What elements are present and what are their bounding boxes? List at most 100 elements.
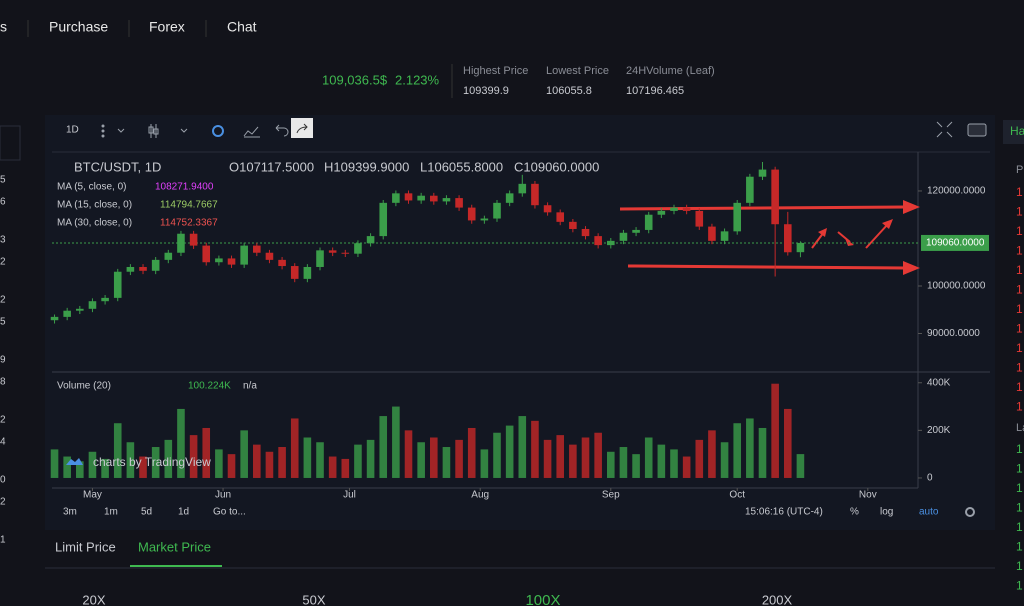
volume-bar — [657, 444, 666, 478]
leverage-option[interactable]: 100X — [525, 592, 560, 606]
volume-bar — [783, 408, 792, 478]
candle-body — [366, 236, 375, 244]
volume-bar — [442, 447, 451, 478]
candle-body — [240, 245, 248, 265]
leverage-option[interactable]: 200X — [762, 592, 793, 606]
ticker-change: 2.123% — [395, 72, 440, 87]
x-tick-label: May — [83, 490, 102, 501]
bid-price: 1 — [1016, 442, 1023, 456]
order-tab-active[interactable]: Market Price — [138, 539, 211, 554]
indicator-value: 108271.9400 — [155, 182, 214, 193]
last-price-label: 109060.0000 — [926, 238, 985, 249]
candle-body — [695, 210, 704, 227]
volume-bar — [113, 423, 122, 478]
range-button[interactable]: Go to... — [213, 507, 246, 518]
candle-body — [113, 271, 122, 298]
left-column-value: 0 — [0, 475, 6, 486]
volume-bar — [556, 435, 565, 478]
volume-bar — [632, 454, 640, 478]
candle-body — [404, 193, 413, 201]
scale-option[interactable]: log — [880, 507, 893, 518]
candle-body — [303, 266, 312, 279]
candle-body — [341, 252, 350, 254]
stat-label: Highest Price — [463, 65, 528, 77]
volume-tick-label: 200K — [927, 425, 951, 436]
candle-body — [543, 205, 552, 213]
candle-body — [63, 310, 71, 317]
symbol[interactable]: BTC/USDT, 1D — [74, 159, 161, 174]
ohlc-value: H109399.9000 — [324, 159, 409, 174]
ask-price: 1 — [1016, 185, 1023, 199]
left-column-value: 2 — [0, 257, 6, 268]
volume-bar — [695, 439, 704, 478]
candle-body — [682, 207, 691, 211]
range-button[interactable]: 1m — [104, 507, 118, 518]
scale-option[interactable]: % — [850, 507, 859, 518]
right-tab[interactable]: Ha — [1010, 124, 1024, 138]
candle-body — [328, 250, 337, 253]
order-tab[interactable]: Limit Price — [55, 539, 116, 554]
candle-body — [569, 221, 577, 229]
volume-tick-label: 400K — [927, 377, 951, 388]
interval-button[interactable]: 1D — [66, 125, 79, 136]
bid-price: 1 — [1016, 501, 1023, 515]
watermark: charts by TradingView — [93, 455, 211, 469]
y-tick-label: 90000.0000 — [927, 328, 980, 339]
volume-bar — [151, 447, 160, 478]
volume-value: 100.224K — [188, 381, 231, 392]
right-header: P — [1016, 164, 1023, 176]
candle-body — [50, 316, 59, 321]
candle-body — [316, 250, 324, 267]
volume-bar — [240, 430, 248, 478]
candle-body — [708, 226, 716, 241]
candle-body — [531, 183, 539, 206]
leverage-option[interactable]: 50X — [302, 592, 325, 606]
clock: 15:06:16 (UTC-4) — [745, 507, 823, 518]
candle-body — [417, 195, 425, 201]
candle-body — [493, 202, 501, 219]
volume-tick-label: 0 — [927, 473, 933, 484]
range-button[interactable]: 3m — [63, 507, 77, 518]
candle-body — [619, 232, 628, 241]
bid-price: 1 — [1016, 462, 1023, 476]
bid-price: 1 — [1016, 579, 1023, 593]
volume-bar — [126, 442, 135, 478]
nav-item[interactable]: Chat — [227, 19, 257, 35]
nav-item[interactable]: Purchase — [49, 19, 108, 35]
settings-icon[interactable] — [965, 507, 975, 517]
volume-bar — [392, 406, 400, 478]
volume-bar — [215, 449, 223, 478]
candle-body — [290, 266, 299, 279]
dynamic-layer: s Purchase Forex Chat 109,036.5$ 2.123% Highes… — [0, 19, 1024, 606]
ask-price: 1 — [1016, 322, 1023, 336]
bid-price: 1 — [1016, 559, 1023, 573]
scale-option[interactable]: auto — [919, 507, 939, 518]
right-tab-bg — [1003, 120, 1024, 144]
volume-bar — [505, 425, 514, 478]
leverage-option[interactable]: 20X — [82, 592, 105, 606]
candle-body — [202, 245, 211, 263]
volume-bar — [518, 416, 527, 478]
volume-bar — [404, 430, 413, 478]
candle-body — [455, 198, 463, 208]
volume-bar — [354, 444, 362, 478]
volume-bar — [581, 437, 590, 478]
nav-item[interactable]: Forex — [149, 19, 185, 35]
range-button[interactable]: 1d — [178, 507, 189, 518]
volume-title: Volume (20) — [57, 381, 111, 392]
candle-body — [594, 236, 602, 246]
left-column-value: 3 — [0, 235, 6, 246]
volume-bar — [430, 437, 438, 478]
ask-price: 1 — [1016, 302, 1023, 316]
range-button[interactable]: 5d — [141, 507, 152, 518]
left-column-value: 5 — [0, 175, 6, 186]
ask-price: 1 — [1016, 244, 1023, 258]
candle-body — [783, 224, 792, 253]
candle-body — [126, 266, 135, 272]
candle-body — [215, 258, 223, 263]
ohlc-value: C109060.0000 — [514, 159, 599, 174]
candle-body — [670, 207, 678, 211]
left-column-value: 2 — [0, 415, 6, 426]
candle-body — [442, 198, 451, 202]
volume-bar — [467, 427, 476, 478]
